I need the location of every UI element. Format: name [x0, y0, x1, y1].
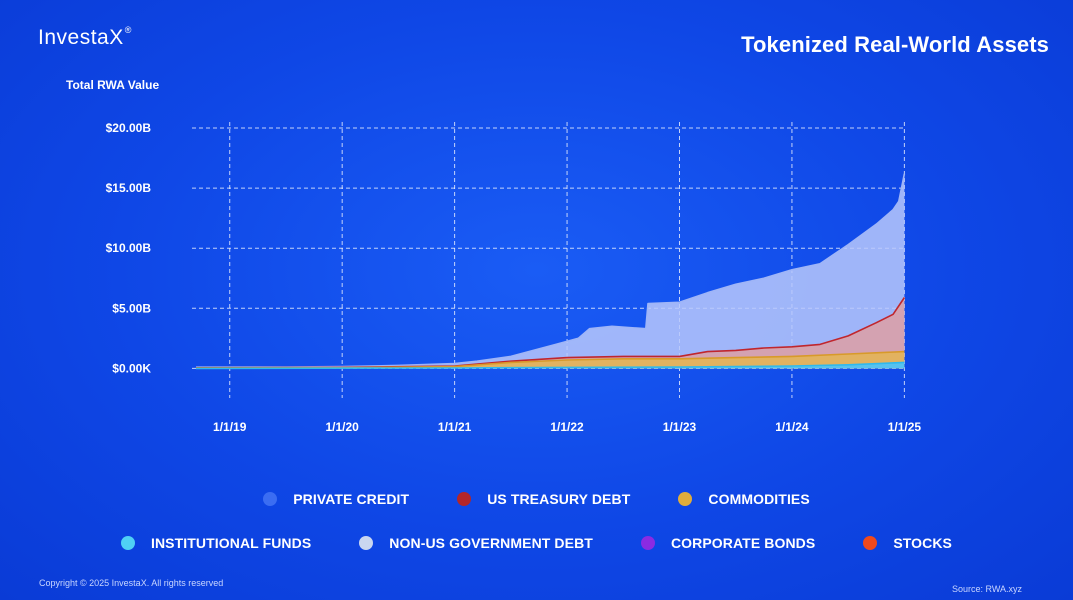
page-title: Tokenized Real-World Assets	[741, 32, 1049, 57]
area-commodities-line	[195, 350, 905, 369]
legend-label: CORPORATE BONDS	[670, 535, 816, 551]
legend-label: NON-US GOVERNMENT DEBT	[389, 535, 593, 551]
legend-label: INSTITUTIONAL FUNDS	[150, 535, 312, 551]
x-tick-label-3: 1/1/22	[550, 420, 584, 434]
x-tick-label-0: 1/1/19	[213, 420, 247, 434]
legend-item-stocks: STOCKS	[863, 535, 952, 551]
legend-swatch	[120, 536, 135, 550]
legend-item-institutional-funds: INSTITUTIONAL FUNDS	[120, 535, 312, 551]
area-us-treasury-debt-line	[195, 297, 906, 369]
area-institutional-funds-line	[195, 361, 905, 370]
y-tick-label-4: $20.00B	[106, 121, 152, 135]
rwa-area-chart: Total RWA Value $0.00K $5.00B $10.00B $15.00…	[66, 78, 922, 434]
legend-label: US TREASURY DEBT	[487, 491, 631, 507]
x-tick-label-5: 1/1/24	[775, 420, 809, 434]
legend-swatch	[263, 492, 278, 506]
legend-swatch	[678, 492, 693, 506]
legend-item-us-treasury-debt: US TREASURY DEBT	[457, 491, 630, 507]
x-tick-label-1: 1/1/20	[325, 420, 359, 434]
area-private-credit-line	[195, 173, 906, 368]
registered-mark: ®	[124, 25, 132, 35]
source-text: Source: RWA.xyz	[951, 584, 1022, 594]
area-commodities	[196, 351, 905, 369]
legend-swatch	[457, 492, 472, 506]
legend-label: COMMODITIES	[708, 491, 810, 507]
legend-swatch	[359, 536, 374, 550]
legend-swatch	[640, 536, 655, 550]
legend-item-non-us-government-debt: NON-US GOVERNMENT DEBT	[359, 535, 593, 551]
area-private-credit	[196, 173, 905, 369]
legend-label: STOCKS	[893, 535, 952, 551]
x-tick-label-2: 1/1/21	[438, 420, 472, 434]
legend-item-corporate-bonds: CORPORATE BONDS	[640, 535, 816, 551]
investax-logo: InvestaX®	[38, 25, 132, 50]
y-tick-label-3: $15.00B	[106, 181, 152, 195]
copyright-text: Copyright © 2025 InvestaX. All rights re…	[39, 578, 224, 588]
y-tick-label-1: $5.00B	[112, 301, 151, 315]
y-tick-label-2: $10.00B	[106, 241, 152, 255]
y-axis-label: Total RWA Value	[66, 78, 159, 92]
brand-name: InvestaX	[38, 26, 124, 49]
y-tick-label-0: $0.00K	[112, 361, 151, 375]
x-tick-label-6: 1/1/25	[888, 420, 922, 434]
legend-row-2: INSTITUTIONAL FUNDS NON-US GOVERNMENT DEB…	[0, 535, 1073, 551]
x-tick-label-4: 1/1/23	[663, 420, 697, 434]
legend-item-commodities: COMMODITIES	[678, 491, 810, 507]
legend-label: PRIVATE CREDIT	[293, 491, 410, 507]
legend-swatch	[863, 536, 878, 550]
legend-item-private-credit: PRIVATE CREDIT	[263, 491, 409, 507]
legend-row-1: PRIVATE CREDIT US TREASURY DEBT COMMODITIE…	[0, 491, 1073, 507]
